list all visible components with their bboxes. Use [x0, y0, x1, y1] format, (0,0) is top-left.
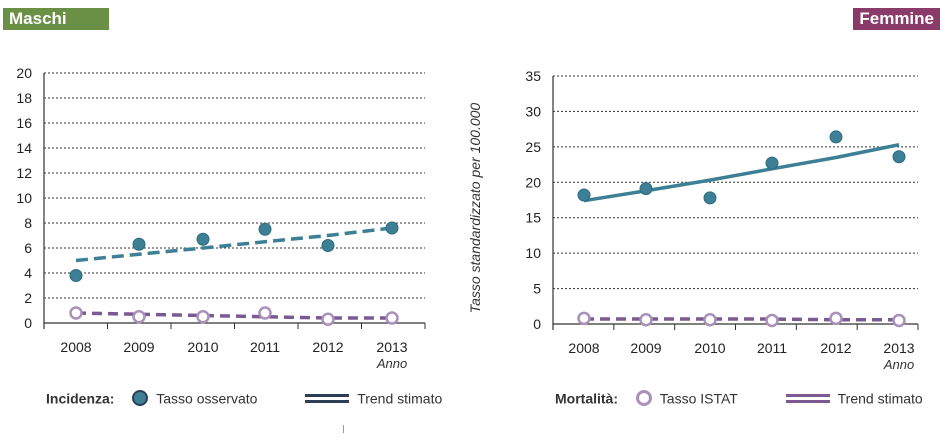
- x-tick-label: 2010: [187, 339, 218, 355]
- y-tick-label: 8: [24, 215, 32, 231]
- data-point-istat: [829, 311, 843, 326]
- dashed-line-icon: [785, 393, 830, 404]
- data-point-istat: [385, 311, 399, 325]
- trend-line-istat: [75, 311, 392, 320]
- divider: [343, 425, 344, 433]
- x-tick-label: 2008: [568, 340, 599, 356]
- legend-line-label: Trend stimato: [837, 390, 923, 407]
- y-tick-label: 10: [525, 245, 541, 261]
- badge-femmine: Femmine: [853, 8, 940, 30]
- y-tick-label: 6: [24, 240, 32, 256]
- x-tick-label: 2012: [820, 340, 851, 356]
- y-tick-label: 20: [525, 174, 541, 190]
- y-tick-label: 0: [24, 315, 32, 331]
- legend-marker-label: Tasso ISTAT: [659, 390, 738, 407]
- x-tick-label: 2009: [123, 339, 154, 355]
- y-tick-label: 14: [16, 140, 32, 156]
- data-point-observed: [765, 156, 779, 170]
- x-tick-label: 2011: [250, 339, 280, 355]
- trend-line-observed: [75, 226, 393, 263]
- data-point-observed: [196, 232, 210, 246]
- y-tick-label: 10: [16, 190, 32, 206]
- y-tick-label: 0: [533, 316, 541, 332]
- data-point-observed: [321, 239, 335, 252]
- y-tick-label: 30: [525, 103, 541, 119]
- data-point-istat: [258, 306, 272, 320]
- x-tick-label: 2012: [312, 339, 343, 355]
- data-point-istat: [703, 312, 717, 327]
- trend-line-istat: [584, 317, 899, 322]
- y-axis-label: Tasso standardizzato per 100.000: [467, 103, 483, 314]
- x-tick-label: 2013: [376, 339, 407, 355]
- legend-line-label: Trend stimato: [357, 390, 443, 407]
- x-tick-label: 2010: [694, 340, 725, 356]
- data-point-istat: [892, 313, 906, 328]
- legend-marker-label: Tasso osservato: [156, 390, 258, 407]
- data-point-istat: [765, 313, 779, 328]
- data-point-istat: [69, 306, 83, 320]
- hollow-circle-icon: [635, 390, 652, 407]
- data-point-istat: [577, 311, 591, 326]
- legend-title: Incidenza:: [46, 390, 115, 407]
- data-point-observed: [577, 188, 591, 202]
- y-tick-label: 16: [16, 115, 32, 131]
- y-tick-label: 2: [24, 290, 32, 306]
- badge-maschi: Maschi: [3, 8, 109, 30]
- x-tick-label: 2009: [630, 340, 661, 356]
- data-point-observed: [258, 222, 272, 236]
- y-tick-label: 35: [525, 68, 541, 84]
- data-point-observed: [639, 182, 653, 196]
- data-point-istat: [196, 310, 210, 324]
- x-tick-label: 2011: [757, 340, 787, 356]
- filled-circle-icon: [132, 390, 149, 407]
- trend-line-observed: [583, 143, 900, 203]
- y-tick-label: 18: [16, 90, 32, 106]
- data-point-istat: [132, 310, 146, 324]
- data-point-observed: [132, 237, 146, 251]
- y-tick-label: 4: [24, 265, 32, 281]
- data-point-observed: [385, 221, 399, 235]
- x-tick-label: 2013: [883, 340, 914, 356]
- x-axis-label: Anno: [883, 357, 914, 372]
- y-tick-label: 12: [16, 165, 32, 181]
- x-axis-label: Anno: [376, 356, 407, 371]
- dashed-line-icon: [305, 393, 350, 404]
- data-point-istat: [639, 312, 653, 327]
- data-point-observed: [892, 150, 906, 164]
- legend-mortalita: Mortalità: Tasso ISTAT Trend stimato: [555, 389, 923, 407]
- y-tick-label: 5: [533, 281, 541, 297]
- legend-title: Mortalità:: [555, 390, 618, 407]
- data-point-istat: [321, 312, 335, 326]
- data-point-observed: [703, 191, 717, 205]
- data-point-observed: [69, 269, 83, 282]
- y-tick-label: 25: [525, 139, 541, 155]
- legend-incidenza: Incidenza: Tasso osservato Trend stimato: [46, 389, 443, 407]
- x-tick-label: 2008: [60, 339, 91, 355]
- y-tick-label: 15: [525, 210, 541, 226]
- y-tick-label: 20: [16, 65, 32, 81]
- data-point-observed: [829, 130, 843, 144]
